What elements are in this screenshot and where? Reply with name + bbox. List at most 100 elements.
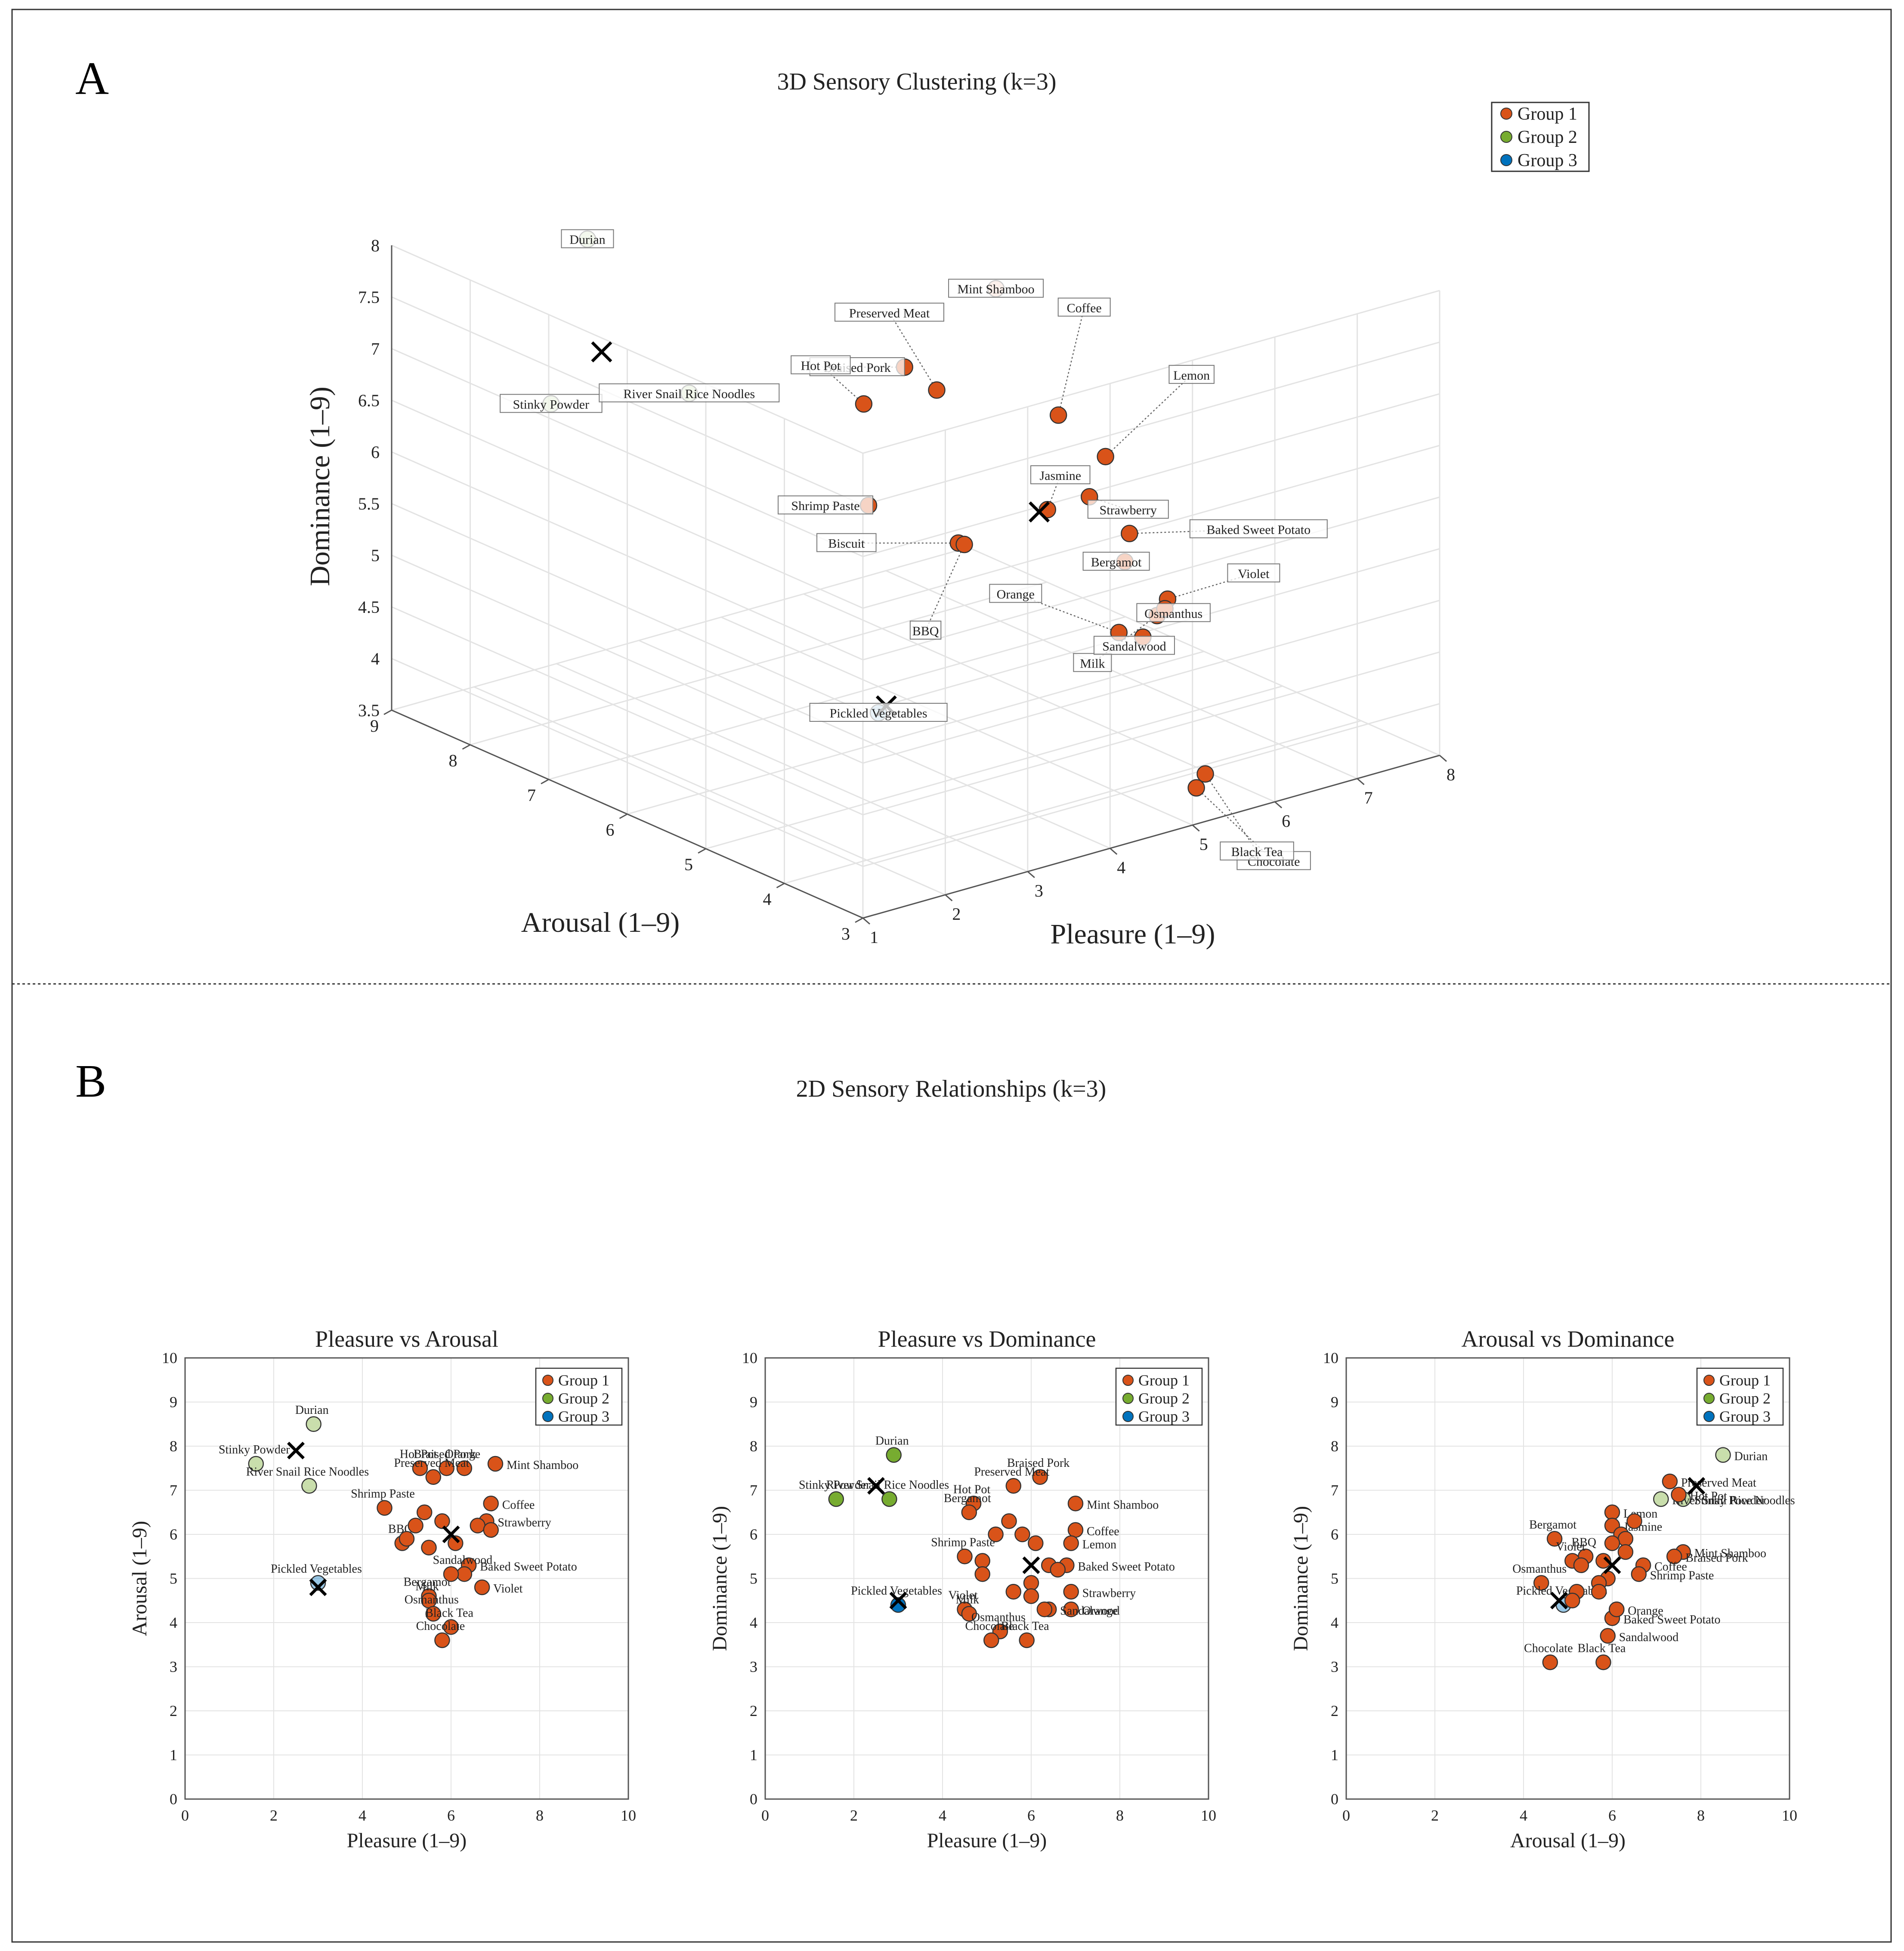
callout-milk: Milk [1073, 653, 1112, 672]
x-tick-label: 8 [536, 1807, 544, 1824]
callout-box-mint-shamboo [948, 278, 1044, 298]
callout-label-lemon: Lemon [1173, 368, 1210, 383]
point-label-pickled-vegetables: Pickled Vegetables [271, 1562, 362, 1576]
arousal-tick-5 [698, 848, 706, 854]
arousal-tick-label: 9 [370, 716, 379, 736]
centroid-3-stroke-b [1550, 1592, 1568, 1610]
chart-title: Pleasure vs Arousal [315, 1326, 498, 1352]
y-tick-label: 0 [1331, 1790, 1338, 1808]
point-label-hot-pot: Hot Pot [1690, 1490, 1728, 1503]
pleasure-tick-label: 5 [1199, 835, 1208, 854]
pleasure-tick-label: 3 [1035, 881, 1043, 900]
centroid-1-stroke-b [1603, 1556, 1621, 1574]
point-sandalwood [456, 1566, 473, 1582]
y-tick-label: 5 [170, 1570, 177, 1587]
floor-grid-y-4 [784, 720, 1361, 884]
callout-box-preserved-meat [835, 303, 944, 322]
centroid-1 [1022, 1556, 1040, 1574]
point-river-snail-rice-noodles [1653, 1491, 1669, 1507]
point-label-coffee: Coffee [1087, 1525, 1119, 1538]
centroid-3-stroke-b [889, 1592, 907, 1610]
3d-tick-labels: 1 2 3 4 5 6 7 8 3 4 5 6 7 8 93.5 4 4.5 5 5.5 6 6.5 7 7.5 8 [358, 236, 1455, 947]
y-tick-label: 7 [1331, 1482, 1338, 1499]
centroid-1-stroke-b [1022, 1556, 1040, 1574]
dominance-tick-label: 3.5 [358, 701, 380, 720]
point-hot-pot [412, 1460, 428, 1476]
point-unlabeled-32 [1564, 1592, 1580, 1608]
callout-label-jasmine: Jasmine [1039, 469, 1081, 483]
callout-violet: Violet [1227, 563, 1280, 583]
point-label-river-snail-rice-noodles: River Snail Rice Noodles [1672, 1494, 1795, 1507]
point-unlabeled-29 [1023, 1575, 1039, 1591]
plot-frame [764, 1357, 1209, 1800]
callout-box-violet [1227, 563, 1280, 583]
point-label-shrimp-paste: Shrimp Paste [1650, 1569, 1714, 1582]
point-label-braised-pork: Braised Pork [414, 1447, 476, 1461]
callout-box-bbq [909, 621, 942, 640]
legend-label-group-3: Group 3 [1138, 1408, 1190, 1425]
y-tick-label: 10 [162, 1349, 177, 1367]
arousal-tick-6 [619, 813, 628, 819]
callout-bergamot: Bergamot [1082, 551, 1150, 571]
point-durian [886, 1447, 902, 1463]
callout-label-bergamot: Bergamot [1091, 555, 1142, 569]
point-unlabeled-30 [1023, 1588, 1039, 1604]
point-label-sandalwood: Sandalwood [1619, 1631, 1678, 1644]
panel-b-letter: B [75, 1056, 106, 1107]
callout-shrimp-paste: Shrimp Paste [778, 495, 873, 515]
panel-b: B 2D Sensory Relationships (k=3) 0 2 4 6 8 10… [75, 1056, 1797, 1852]
callout-label-violet: Violet [1238, 567, 1270, 581]
legend-label-group-1: Group 1 [558, 1372, 609, 1389]
point-label-baked-sweet-potato: Baked Sweet Potato [480, 1560, 577, 1574]
point-label-lemon: Lemon [1082, 1538, 1116, 1552]
point-bergamot [1546, 1531, 1563, 1547]
3d-point-labels: Durian Stinky Powder River Snail Rice Nood… [500, 229, 1328, 870]
x-tick-label: 6 [447, 1807, 455, 1824]
x-axis-label-3d: Arousal (1–9) [521, 907, 680, 938]
dominance-tick-label: 7 [371, 339, 380, 359]
point-pickled-vegetables [890, 1597, 906, 1613]
point-label-shrimp-paste: Shrimp Paste [351, 1487, 415, 1501]
y-tick-label: 0 [750, 1790, 757, 1808]
callout-orange: Orange [989, 584, 1042, 603]
leader-line-orange [1015, 593, 1119, 633]
pleasure-axis-line [862, 754, 1440, 919]
x-tick-label: 6 [1608, 1807, 1616, 1824]
legend-label-group-3: Group 3 [558, 1408, 609, 1425]
point-label-pickled-vegetables: Pickled Vegetables [851, 1584, 942, 1598]
point-chocolate [983, 1632, 999, 1648]
x-tick-label: 4 [1520, 1807, 1527, 1824]
legend-marker-group-2 [1703, 1393, 1715, 1404]
y-tick-label: 9 [170, 1394, 177, 1411]
callout-preserved-meat: Preserved Meat [835, 303, 944, 322]
right-wall-grid-z-7.5 [862, 341, 1440, 506]
dominance-tick-label: 7.5 [358, 288, 380, 307]
floor-grid-y-6 [627, 651, 1204, 815]
point-label-chocolate: Chocolate [416, 1620, 465, 1633]
callout-box-strawberry [1087, 500, 1169, 519]
legend-marker-group-2 [1122, 1393, 1134, 1404]
x-tick-label: 8 [1116, 1807, 1124, 1824]
x-tick-label: 0 [181, 1807, 189, 1824]
point-lemon [1097, 448, 1114, 466]
point-label-chocolate: Chocolate [1524, 1642, 1573, 1655]
callout-label-river-snail-rice-noodles: River Snail Rice Noodles [623, 387, 755, 401]
point-black-tea [1019, 1632, 1035, 1648]
arousal-tick-8 [462, 744, 471, 750]
callout-durian: Durian [561, 229, 614, 248]
point-pickled-vegetables [310, 1575, 326, 1591]
panel-a-letter: A [75, 53, 109, 104]
centroid-3 [309, 1578, 327, 1596]
point-coffee [1067, 1522, 1084, 1538]
y-axis-label-3d: Pleasure (1–9) [1050, 918, 1215, 950]
point-label-stinky-powder: Stinky Powder [1694, 1494, 1766, 1507]
y-axis-label: Dominance (1–9) [708, 1506, 731, 1651]
left-wall-grid-z-5 [391, 554, 863, 764]
y-tick-label: 6 [1331, 1526, 1338, 1543]
legend-label-group-3: Group 3 [1518, 151, 1577, 170]
callout-label-biscuit: Biscuit [828, 537, 865, 551]
callout-label-hot-pot: Hot Pot [801, 359, 841, 373]
point-stinky-powder [828, 1491, 844, 1507]
